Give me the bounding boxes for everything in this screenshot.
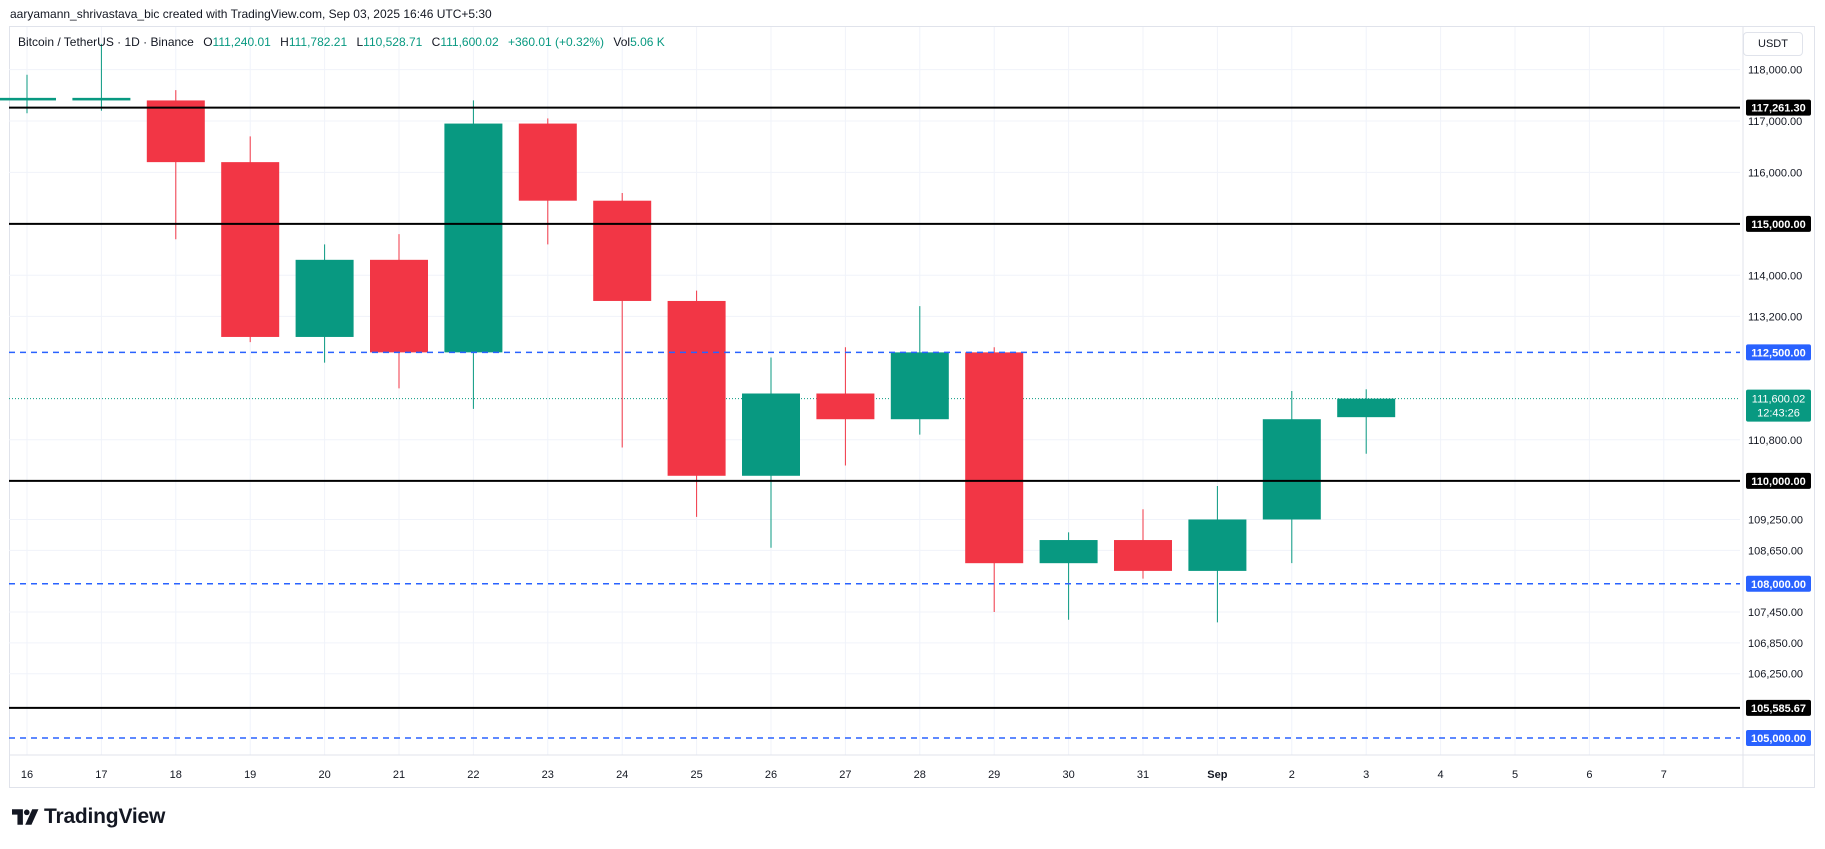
price-tick-label: 113,200.00 <box>1748 311 1802 323</box>
price-tick-label: 110,800.00 <box>1748 435 1802 447</box>
symbol-name[interactable]: Bitcoin / TetherUS · 1D · Binance <box>18 35 194 49</box>
price-tick-label: 118,000.00 <box>1748 65 1802 77</box>
close-value: 111,600.02 <box>440 35 499 49</box>
candle-body[interactable] <box>295 259 354 337</box>
level-price-label: 105,000.00 <box>1751 733 1806 745</box>
tradingview-brand: TradingView <box>12 805 165 829</box>
date-tick-label: Sep <box>1207 769 1227 781</box>
change-value: +360.01 (+0.32%) <box>507 35 605 49</box>
chart-frame <box>9 26 1815 788</box>
date-tick-label: 3 <box>1363 769 1369 781</box>
date-tick-label: 6 <box>1586 769 1592 781</box>
candle-body[interactable] <box>444 123 503 353</box>
level-price-label: 112,500.00 <box>1751 347 1805 359</box>
candle-body[interactable] <box>965 352 1024 564</box>
date-tick-label: 20 <box>318 769 330 781</box>
close-label: C <box>431 35 441 49</box>
candle-body[interactable] <box>742 393 800 476</box>
brand-name: TradingView <box>44 805 166 828</box>
candle-body[interactable] <box>1114 540 1172 571</box>
high-value: 111,782.21 <box>288 35 348 49</box>
candle-body[interactable] <box>72 97 131 101</box>
last-price-badge <box>1746 389 1811 422</box>
date-tick-label: 23 <box>542 769 554 781</box>
date-tick-label: 29 <box>988 769 1000 781</box>
candle-body[interactable] <box>1262 419 1321 520</box>
candle-body[interactable] <box>1039 540 1098 564</box>
volume-value: 5.06 K <box>630 35 665 49</box>
candle-body[interactable] <box>816 393 875 420</box>
date-tick-label: 31 <box>1137 769 1149 781</box>
date-tick-label: 19 <box>244 769 256 781</box>
low-label: L <box>356 35 364 49</box>
price-tick-label: 106,850.00 <box>1748 638 1803 650</box>
candle-body[interactable] <box>890 352 949 420</box>
price-tick-label: 108,650.00 <box>1748 545 1803 557</box>
candle-body[interactable] <box>0 97 56 101</box>
currency-button[interactable]: USDT <box>1743 32 1803 56</box>
date-tick-label: 24 <box>616 769 628 781</box>
level-price-label: 117,261.30 <box>1751 103 1805 115</box>
price-tick-label: 114,000.00 <box>1748 270 1802 282</box>
date-tick-label: 26 <box>765 769 777 781</box>
date-tick-label: 28 <box>914 769 926 781</box>
candle-body[interactable] <box>146 100 205 163</box>
candle-body[interactable] <box>518 123 577 201</box>
open-value: 111,240.01 <box>212 35 271 49</box>
level-price-label: 105,585.67 <box>1751 703 1806 715</box>
level-price-badge <box>1746 472 1811 489</box>
level-price-label: 115,000.00 <box>1751 219 1805 231</box>
date-tick-label: 22 <box>467 769 479 781</box>
date-tick-label: 16 <box>21 769 33 781</box>
price-tick-label: 107,450.00 <box>1748 607 1803 619</box>
level-price-badge <box>1746 699 1811 716</box>
date-tick-label: 17 <box>95 769 107 781</box>
price-tick-label: 117,000.00 <box>1748 116 1802 128</box>
level-price-badge <box>1746 575 1811 592</box>
candle-body[interactable] <box>1188 519 1247 571</box>
candle-body[interactable] <box>370 259 428 353</box>
level-price-label: 108,000.00 <box>1751 579 1806 591</box>
level-price-badge <box>1746 730 1811 746</box>
candle-body[interactable] <box>667 300 726 476</box>
high-label: H <box>280 35 289 49</box>
candle-body[interactable] <box>1337 398 1396 418</box>
date-tick-label: 2 <box>1289 769 1295 781</box>
open-label: O <box>203 35 213 49</box>
volume-label: Vol <box>613 35 631 49</box>
date-tick-label: 27 <box>839 769 851 781</box>
low-value: 110,528.71 <box>363 35 423 49</box>
date-tick-label: 5 <box>1512 769 1518 781</box>
candle-body[interactable] <box>221 162 280 337</box>
level-price-badge <box>1746 215 1811 232</box>
level-price-badge <box>1746 99 1811 116</box>
price-tick-label: 109,250.00 <box>1748 514 1803 526</box>
date-tick-label: 21 <box>393 769 405 781</box>
date-tick-label: 30 <box>1062 769 1074 781</box>
date-tick-label: 4 <box>1438 769 1444 781</box>
price-tick-label: 106,250.00 <box>1748 669 1803 681</box>
date-tick-label: 7 <box>1661 769 1667 781</box>
level-price-label: 110,000.00 <box>1751 476 1805 488</box>
date-tick-label: 18 <box>170 769 182 781</box>
candle-body[interactable] <box>593 200 652 301</box>
level-price-badge <box>1746 344 1811 361</box>
last-price-label: 111,600.02 <box>1752 394 1805 406</box>
tradingview-logo-icon <box>12 809 39 825</box>
date-tick-label: 25 <box>690 769 702 781</box>
chart-credit: aaryamann_shrivastava_bic created with T… <box>10 7 492 21</box>
candle-countdown-label: 12:43:26 <box>1757 408 1800 420</box>
price-tick-label: 116,000.00 <box>1748 167 1802 179</box>
ohlc-legend: Bitcoin / TetherUS · 1D · Binance O111,2… <box>18 35 665 49</box>
